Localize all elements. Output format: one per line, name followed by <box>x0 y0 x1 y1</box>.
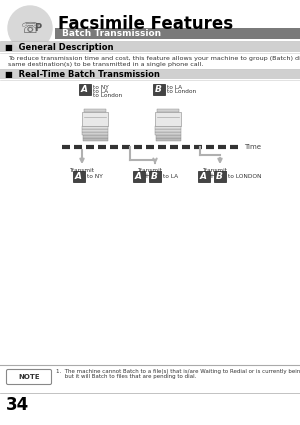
FancyBboxPatch shape <box>133 170 145 181</box>
Text: B: B <box>151 172 158 181</box>
FancyBboxPatch shape <box>156 138 181 141</box>
Text: 34: 34 <box>6 396 29 414</box>
Text: ■  Real-Time Batch Transmission: ■ Real-Time Batch Transmission <box>5 70 160 79</box>
Text: A: A <box>200 172 207 181</box>
FancyBboxPatch shape <box>155 126 181 129</box>
Text: Time: Time <box>244 144 261 150</box>
Text: to NY: to NY <box>87 173 103 178</box>
FancyBboxPatch shape <box>82 126 108 129</box>
Text: Batch Transmission: Batch Transmission <box>62 29 161 38</box>
Text: B: B <box>155 85 162 94</box>
Text: Transmit: Transmit <box>137 168 163 173</box>
FancyBboxPatch shape <box>156 135 181 138</box>
FancyBboxPatch shape <box>82 129 108 132</box>
Text: Transmit: Transmit <box>70 168 94 173</box>
Text: A: A <box>135 172 142 181</box>
FancyBboxPatch shape <box>0 42 300 52</box>
FancyBboxPatch shape <box>82 112 108 126</box>
FancyBboxPatch shape <box>0 69 300 79</box>
Text: ■  General Description: ■ General Description <box>5 42 113 51</box>
Text: To reduce transmission time and cost, this feature allows your machine to group : To reduce transmission time and cost, th… <box>8 56 300 61</box>
Text: +: + <box>143 173 149 179</box>
Text: to London: to London <box>93 93 122 97</box>
Text: +: + <box>208 173 214 179</box>
FancyBboxPatch shape <box>73 170 85 181</box>
Text: Facsimile Features: Facsimile Features <box>58 15 233 33</box>
Text: but it will Batch to files that are pending to dial.: but it will Batch to files that are pend… <box>56 374 196 379</box>
Text: ☏: ☏ <box>20 20 40 36</box>
Text: to LA: to LA <box>163 173 178 178</box>
Text: B: B <box>216 172 223 181</box>
FancyBboxPatch shape <box>197 170 209 181</box>
Text: A: A <box>75 172 82 181</box>
Circle shape <box>8 6 52 50</box>
FancyBboxPatch shape <box>55 28 300 39</box>
Text: to LONDON: to LONDON <box>228 173 262 178</box>
FancyBboxPatch shape <box>157 109 179 112</box>
FancyBboxPatch shape <box>155 132 181 135</box>
FancyBboxPatch shape <box>82 132 108 135</box>
Text: A: A <box>81 85 88 94</box>
FancyBboxPatch shape <box>7 369 52 385</box>
FancyBboxPatch shape <box>84 109 106 112</box>
FancyBboxPatch shape <box>83 138 108 141</box>
Text: same destination(s) to be transmitted in a single phone call.: same destination(s) to be transmitted in… <box>8 62 203 67</box>
Text: to LA: to LA <box>167 85 182 90</box>
Text: Transmit: Transmit <box>202 168 227 173</box>
FancyBboxPatch shape <box>79 83 91 94</box>
FancyBboxPatch shape <box>148 170 160 181</box>
FancyBboxPatch shape <box>214 170 226 181</box>
Text: to London: to London <box>167 88 196 94</box>
FancyBboxPatch shape <box>155 112 181 126</box>
Text: 1.  The machine cannot Batch to a file(s) that is/are Waiting to Redial or is cu: 1. The machine cannot Batch to a file(s)… <box>56 369 300 374</box>
FancyBboxPatch shape <box>155 129 181 132</box>
Text: to NY: to NY <box>93 85 109 90</box>
FancyBboxPatch shape <box>82 135 108 138</box>
Text: NOTE: NOTE <box>18 374 40 380</box>
Text: to LA: to LA <box>93 88 108 94</box>
FancyBboxPatch shape <box>152 83 164 94</box>
Text: P: P <box>34 23 42 33</box>
